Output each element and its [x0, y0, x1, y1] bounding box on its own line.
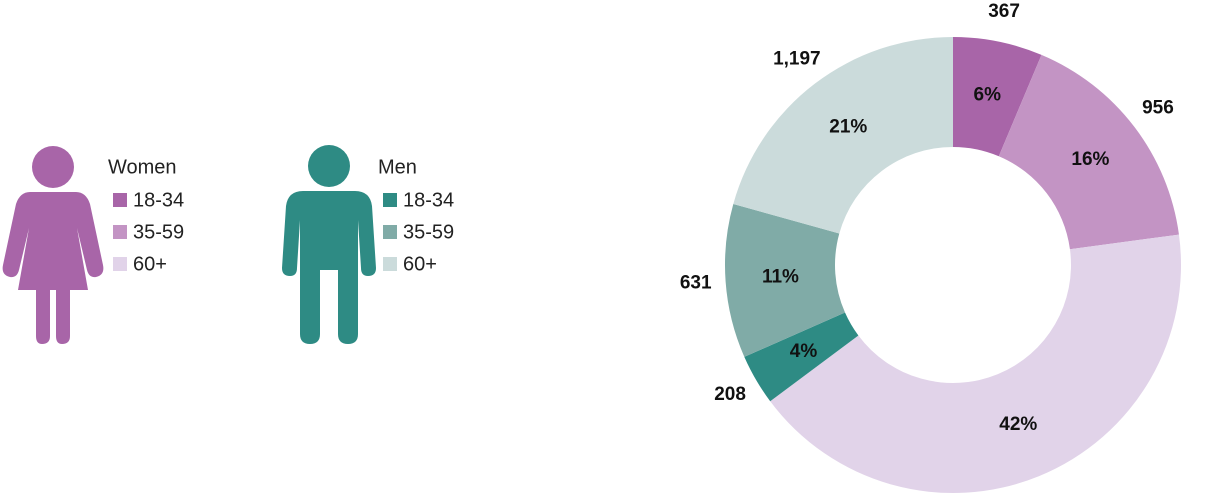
legend-title: Men — [378, 156, 417, 178]
legend-swatch — [383, 193, 397, 207]
legend-swatch — [383, 225, 397, 239]
donut-slice — [998, 54, 1179, 250]
legend-title: Women — [108, 156, 177, 178]
value-label: 956 — [1142, 97, 1174, 118]
value-label: 208 — [714, 384, 746, 405]
legend-swatch — [113, 225, 127, 239]
percentage-label: 21% — [829, 116, 867, 137]
legend-label: 18-34 — [133, 189, 184, 211]
value-label: 1,197 — [773, 49, 821, 70]
legend-swatch — [383, 257, 397, 271]
donut-slice — [744, 312, 859, 402]
legend-label: 18-34 — [403, 189, 454, 211]
men-icon — [282, 145, 376, 344]
legend-label: 60+ — [133, 253, 167, 275]
legend-label: 35-59 — [403, 221, 454, 243]
percentage-label: 4% — [790, 341, 818, 362]
legend-label: 35-59 — [133, 221, 184, 243]
percentage-label: 16% — [1071, 149, 1109, 170]
percentage-label: 11% — [762, 266, 799, 287]
donut-slice — [770, 234, 1181, 493]
legend-swatch — [113, 257, 127, 271]
value-label: 631 — [680, 273, 712, 294]
value-label: 367 — [988, 1, 1020, 22]
percentage-label: 42% — [999, 414, 1037, 435]
legend-label: 60+ — [403, 253, 437, 275]
percentage-label: 6% — [974, 84, 1002, 105]
donut-slice — [953, 37, 1042, 157]
donut-slice — [733, 37, 953, 234]
legend-swatch — [113, 193, 127, 207]
women-icon — [2, 146, 104, 344]
value-label: 2,426 — [1027, 493, 1075, 494]
donut-slice — [725, 204, 845, 357]
